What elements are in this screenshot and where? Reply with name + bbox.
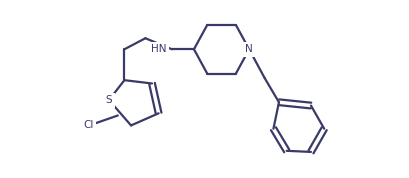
Text: HN: HN xyxy=(151,44,166,54)
Text: N: N xyxy=(245,44,252,54)
Text: S: S xyxy=(106,95,112,105)
Text: Cl: Cl xyxy=(83,121,94,130)
